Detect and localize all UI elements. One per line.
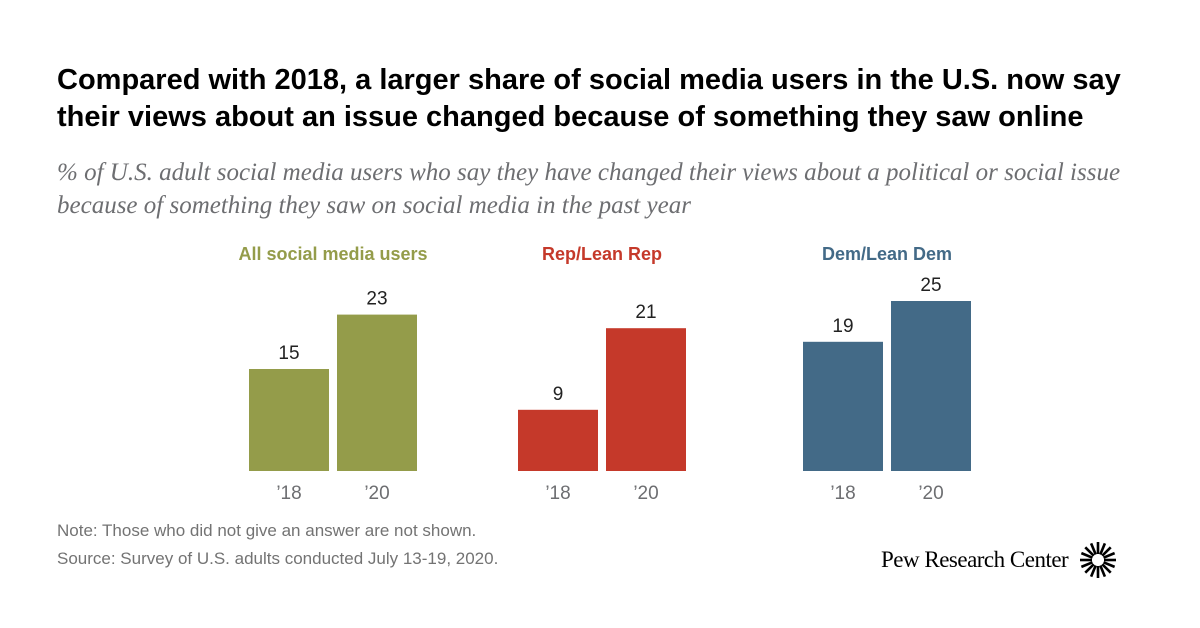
bar <box>803 341 883 471</box>
x-tick-label: ’18 <box>830 483 855 504</box>
x-tick-label: ’20 <box>918 483 943 504</box>
logo-text: Pew Research Center <box>881 547 1069 572</box>
chart-note: Note: Those who did not give an answer a… <box>57 521 477 540</box>
pew-sunburst-icon <box>1080 542 1117 578</box>
group-label: Rep/Lean Rep <box>542 244 662 264</box>
chart-title: Compared with 2018, a larger share of so… <box>57 64 1121 133</box>
data-label: 9 <box>553 384 564 405</box>
x-tick-label: ’18 <box>545 483 570 504</box>
bar <box>249 369 329 471</box>
bar <box>891 301 971 471</box>
data-label: 15 <box>278 343 299 364</box>
x-tick-label: ’20 <box>364 483 389 504</box>
pew-logo: Pew Research Center <box>881 540 1118 580</box>
x-tick-label: ’18 <box>276 483 301 504</box>
bar <box>337 314 417 471</box>
data-label: 19 <box>832 316 853 337</box>
data-label: 25 <box>920 275 941 296</box>
data-label: 21 <box>635 302 656 323</box>
x-tick-label: ’20 <box>633 483 658 504</box>
group-label: All social media users <box>238 244 427 264</box>
bar <box>606 328 686 471</box>
bar <box>518 409 598 471</box>
chart-source: Source: Survey of U.S. adults conducted … <box>57 549 499 568</box>
group-label: Dem/Lean Dem <box>822 244 952 264</box>
data-label: 23 <box>366 289 387 310</box>
chart-subtitle: % of U.S. adult social media users who s… <box>57 159 1121 219</box>
